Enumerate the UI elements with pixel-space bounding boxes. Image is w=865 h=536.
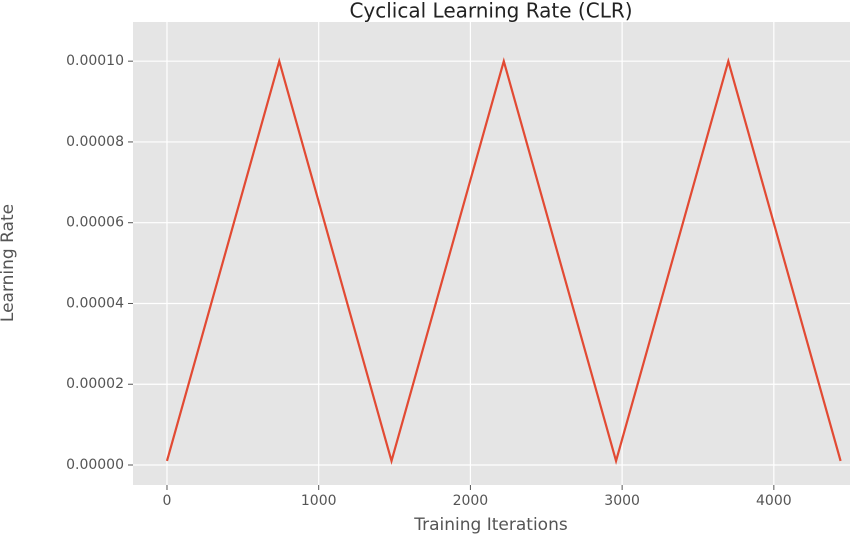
x-tick-label: 1000 [301,493,337,509]
x-axis-label: Training Iterations [413,515,568,535]
line [165,57,842,466]
x-tick-label: 2000 [453,493,489,509]
chart-title: Cyclical Learning Rate (CLR) [349,0,632,23]
plot-area [133,22,850,485]
y-tick-label: 0.00010 [66,53,124,69]
y-tick-label: 0.00008 [66,134,124,150]
y-tick-label: 0.00006 [66,215,124,231]
x-tick-label: 4000 [756,493,792,509]
y-tick-label: 0.00002 [66,376,124,392]
x-tick-label: 0 [163,493,172,509]
x-tick-label: 3000 [604,493,640,509]
y-tick-label: 0.00004 [66,295,124,311]
y-axis-label: Learning Rate [0,204,18,322]
y-tick-label: 0.00000 [66,457,124,473]
